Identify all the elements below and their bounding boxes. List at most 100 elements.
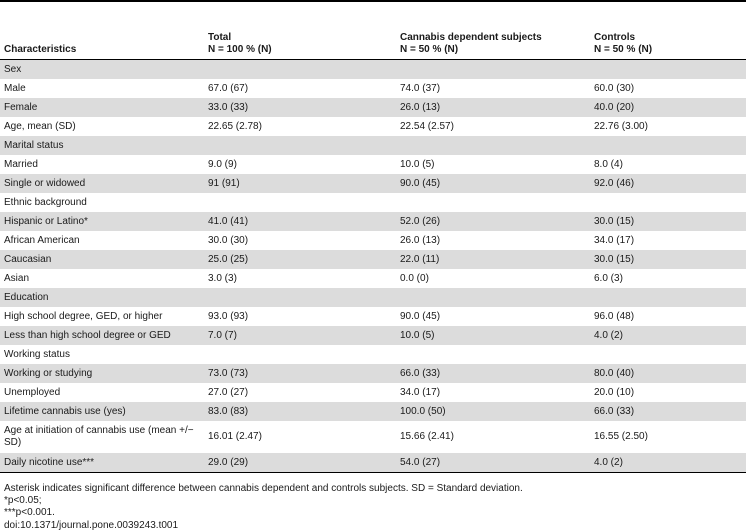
table-cell: 100.0 (50) (396, 401, 590, 421)
table-cell: 66.0 (33) (396, 363, 590, 383)
table-cell: 90.0 (45) (400, 310, 441, 322)
table-cell: High school degree, GED, or higher (4, 310, 163, 322)
table-cell: Less than high school degree or GED (0, 325, 204, 345)
table-cell: 80.0 (40) (590, 363, 746, 383)
footnote-p2: ***p<0.001. (4, 507, 55, 519)
table-cell: Unemployed (4, 386, 61, 398)
table-cell (204, 193, 396, 212)
table-cell: 16.01 (2.47) (208, 430, 262, 442)
table-cell (204, 287, 396, 307)
table-row: Female 33.0 (33) 26.0 (13) 40.0 (20) (0, 97, 746, 117)
table-cell: 22.0 (11) (396, 249, 590, 269)
table-row: Hispanic or Latino* 41.0 (41) 52.0 (26) 30.… (0, 211, 746, 231)
table-cell: 4.0 (2) (590, 325, 746, 345)
table-cell: 54.0 (27) (396, 452, 590, 472)
table-row: Lifetime cannabis use (yes) 83.0 (83) 100.… (0, 401, 746, 421)
table-row: High school degree, GED, or higher 93.0 (… (0, 307, 746, 326)
table-row: Unemployed 27.0 (27) 34.0 (17) 20.0 (10) (0, 383, 746, 402)
table-cell: Married (4, 158, 38, 170)
table-cell: Age, mean (SD) (4, 120, 76, 132)
footnote-doi: doi:10.1371/journal.pone.0039243.t001 (4, 519, 179, 531)
table-cell: 9.0 (9) (208, 158, 237, 170)
table-row: Working status (0, 345, 746, 364)
header-cannabis: Cannabis dependent subjects N = 50 % (N) (400, 31, 542, 55)
header-characteristics: Characteristics (4, 43, 77, 55)
table-row: Age, mean (SD) 22.65 (2.78) 22.54 (2.57) 22… (0, 117, 746, 136)
table-cell: Single or widowed (0, 173, 204, 193)
table-row: Less than high school degree or GED 7.0 (… (0, 325, 746, 345)
characteristics-table: Characteristics Total N = 100 % (N) Cann… (0, 24, 746, 473)
table-cell: 3.0 (3) (208, 272, 237, 284)
table-cell: 91 (91) (204, 173, 396, 193)
table-cell: African American (4, 234, 80, 246)
table-row: Asian 3.0 (3) 0.0 (0) 6.0 (3) (0, 269, 746, 288)
table-cell: 0.0 (0) (400, 272, 429, 284)
table-cell (204, 135, 396, 155)
table-cell: 25.0 (25) (204, 249, 396, 269)
table-cell (396, 287, 590, 307)
table-cell: 10.0 (5) (396, 325, 590, 345)
table-row: Daily nicotine use*** 29.0 (29) 54.0 (27) 4… (0, 452, 746, 472)
table-cell: 93.0 (93) (208, 310, 249, 322)
table-cell (396, 193, 590, 212)
table-cell: 83.0 (83) (204, 401, 396, 421)
table-cell: 4.0 (2) (590, 452, 746, 472)
table-cell: 96.0 (48) (594, 310, 635, 322)
table-cell (590, 135, 746, 155)
table-body: Sex Male 67.0 (67) 74.0 (37) 60.0 (30) Female… (0, 59, 746, 472)
table-cell (396, 59, 590, 79)
table-cell: 73.0 (73) (204, 363, 396, 383)
table-cell: 8.0 (4) (594, 158, 623, 170)
table-row: Sex (0, 59, 746, 79)
table-cell: 10.0 (5) (400, 158, 435, 170)
table-cell: Education (0, 287, 204, 307)
table-row: Married 9.0 (9) 10.0 (5) 8.0 (4) (0, 155, 746, 174)
table-cell (204, 59, 396, 79)
top-rule (0, 0, 746, 2)
table-cell (396, 345, 590, 364)
table-cell: 30.0 (15) (590, 211, 746, 231)
table-row: Caucasian 25.0 (25) 22.0 (11) 30.0 (15) (0, 249, 746, 269)
table-row: Marital status (0, 135, 746, 155)
table-cell: Asian (4, 272, 30, 284)
table-cell: 22.76 (3.00) (594, 120, 648, 132)
table-cell: 90.0 (45) (396, 173, 590, 193)
footnote-asterisk: Asterisk indicates significant differenc… (4, 483, 523, 494)
table-cell: 29.0 (29) (204, 452, 396, 472)
header-controls: Controls N = 50 % (N) (594, 31, 653, 55)
header-row: Characteristics Total N = 100 % (N) Cann… (0, 24, 746, 59)
table-cell (204, 345, 396, 364)
table-cell: Sex (0, 59, 204, 79)
table-cell (590, 345, 746, 364)
table-cell: 60.0 (30) (594, 82, 635, 94)
table-cell: 66.0 (33) (590, 401, 746, 421)
table-cell: Daily nicotine use*** (0, 452, 204, 472)
table-cell: 30.0 (30) (208, 234, 249, 246)
table-cell: 27.0 (27) (208, 386, 249, 398)
table-cell: Age at initiation of cannabis use (mean … (4, 424, 194, 448)
table-cell: 22.54 (2.57) (400, 120, 454, 132)
table-row: Education (0, 287, 746, 307)
table-cell: 15.66 (2.41) (400, 430, 454, 442)
table-cell: 41.0 (41) (204, 211, 396, 231)
table-cell: 7.0 (7) (204, 325, 396, 345)
table-cell: 52.0 (26) (396, 211, 590, 231)
table-cell: 20.0 (10) (594, 386, 635, 398)
table-cell: Caucasian (0, 249, 204, 269)
table-row: Male 67.0 (67) 74.0 (37) 60.0 (30) (0, 79, 746, 98)
table-cell: 33.0 (33) (204, 97, 396, 117)
table-row: Age at initiation of cannabis use (mean … (0, 421, 746, 453)
table-cell: Working status (4, 348, 70, 360)
table-cell: Working or studying (0, 363, 204, 383)
table-cell: Lifetime cannabis use (yes) (0, 401, 204, 421)
table-cell (590, 59, 746, 79)
table-cell: 34.0 (17) (400, 386, 441, 398)
header-total: Total N = 100 % (N) (208, 31, 272, 55)
table-cell: 40.0 (20) (590, 97, 746, 117)
table-cell: 34.0 (17) (594, 234, 635, 246)
table-cell: 74.0 (37) (400, 82, 441, 94)
footnote-p1: *p<0.05; (4, 495, 42, 507)
table-row: African American 30.0 (30) 26.0 (13) 34.0 (… (0, 231, 746, 250)
table-cell: 92.0 (46) (590, 173, 746, 193)
